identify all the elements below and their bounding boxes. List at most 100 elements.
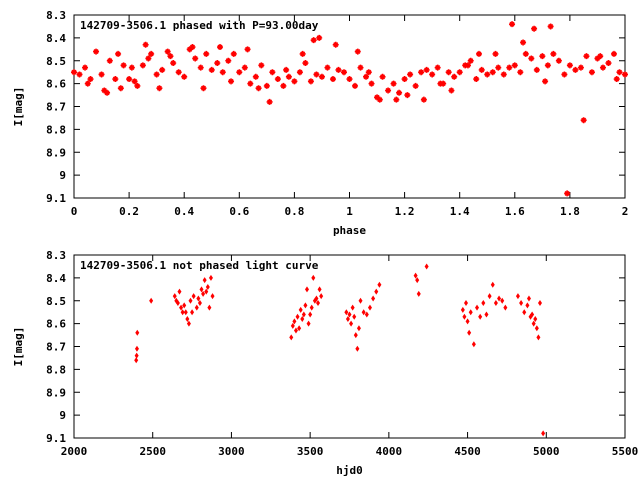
data-point bbox=[566, 62, 573, 69]
data-point bbox=[311, 274, 316, 281]
data-point bbox=[363, 73, 370, 80]
data-point bbox=[142, 41, 149, 48]
x-tick-label: 3500 bbox=[297, 445, 324, 458]
data-point bbox=[177, 288, 182, 295]
data-point bbox=[349, 320, 354, 327]
data-point bbox=[490, 281, 495, 288]
data-point bbox=[478, 66, 485, 73]
x-tick-label: 2500 bbox=[139, 445, 166, 458]
y-tick-label: 8.5 bbox=[46, 55, 66, 68]
data-point bbox=[183, 309, 188, 316]
plot-title: 142709-3506.1 phased with P=93.00day bbox=[80, 19, 319, 32]
data-point bbox=[495, 64, 502, 71]
data-point bbox=[258, 62, 265, 69]
data-point bbox=[368, 80, 375, 87]
y-tick-label: 8.4 bbox=[46, 272, 66, 285]
data-point bbox=[475, 304, 480, 311]
data-point bbox=[357, 64, 364, 71]
data-point bbox=[492, 50, 499, 57]
x-tick-label: 0.2 bbox=[119, 205, 139, 218]
data-point bbox=[106, 57, 113, 64]
data-point bbox=[301, 311, 306, 318]
data-point bbox=[332, 41, 339, 48]
data-point bbox=[407, 71, 414, 78]
data-point bbox=[509, 21, 516, 28]
data-point bbox=[473, 76, 480, 83]
data-point bbox=[285, 73, 292, 80]
data-point bbox=[236, 69, 243, 76]
data-point bbox=[179, 304, 184, 311]
unphased-light-curve-chart: 2000 2500 3000 3500 4000 4500 5000 5500 8.3 8.4 8.… bbox=[12, 249, 638, 477]
plot-frame bbox=[73, 254, 626, 439]
plot-title: 142709-3506.1 not phased light curve bbox=[80, 259, 319, 272]
data-point bbox=[181, 73, 188, 80]
data-point bbox=[550, 50, 557, 57]
data-point bbox=[217, 44, 224, 51]
data-point bbox=[374, 94, 381, 101]
axis-ticks: 2000 2500 3000 3500 4000 4500 5000 5500 8.3 8.4 8.… bbox=[46, 249, 638, 458]
x-tick-label: 1 bbox=[346, 205, 353, 218]
data-point bbox=[463, 300, 468, 307]
data-point bbox=[280, 82, 287, 89]
data-point bbox=[307, 78, 314, 85]
data-point bbox=[200, 85, 207, 92]
data-point bbox=[190, 309, 195, 316]
data-point bbox=[82, 64, 89, 71]
data-point bbox=[167, 53, 174, 60]
data-point bbox=[525, 302, 530, 309]
data-point bbox=[354, 48, 361, 55]
data-point bbox=[487, 293, 492, 300]
x-tick-label: 5500 bbox=[612, 445, 639, 458]
data-point bbox=[290, 322, 295, 329]
y-tick-label: 8.7 bbox=[46, 341, 66, 354]
data-point bbox=[316, 34, 323, 41]
data-point bbox=[605, 60, 612, 67]
data-point bbox=[515, 293, 520, 300]
data-point bbox=[594, 55, 601, 62]
y-axis-label: I[mag] bbox=[12, 87, 25, 127]
data-point bbox=[175, 69, 182, 76]
data-point bbox=[352, 313, 357, 320]
data-point bbox=[135, 329, 140, 336]
data-point bbox=[530, 311, 535, 318]
data-point bbox=[364, 311, 369, 318]
data-point bbox=[228, 78, 235, 85]
data-point bbox=[214, 60, 221, 67]
x-tick-label: 0.8 bbox=[284, 205, 304, 218]
data-point bbox=[520, 39, 527, 46]
data-point bbox=[293, 327, 298, 334]
data-point bbox=[156, 85, 163, 92]
axis-ticks: 0 0.2 0.4 0.6 0.8 1 1.2 1.4 1.6 1.8 2 8.3 8.4 8.5 8.6 8… bbox=[46, 9, 628, 218]
data-point bbox=[230, 50, 237, 57]
data-point bbox=[159, 66, 166, 73]
data-point bbox=[358, 297, 363, 304]
y-axis-label: I[mag] bbox=[12, 327, 25, 367]
data-point bbox=[298, 306, 303, 313]
plot-frame bbox=[73, 14, 626, 199]
data-point bbox=[539, 53, 546, 60]
data-point bbox=[104, 89, 111, 96]
data-point bbox=[199, 286, 204, 293]
data-point bbox=[148, 50, 155, 57]
x-tick-label: 4000 bbox=[376, 445, 403, 458]
data-point bbox=[506, 64, 513, 71]
x-tick-label: 2000 bbox=[61, 445, 88, 458]
data-point bbox=[374, 288, 379, 295]
data-point bbox=[500, 71, 507, 78]
data-point bbox=[555, 57, 562, 64]
data-point bbox=[219, 69, 226, 76]
data-point bbox=[208, 66, 215, 73]
y-tick-label: 8.4 bbox=[46, 32, 66, 45]
data-point bbox=[191, 293, 196, 300]
data-point bbox=[361, 309, 366, 316]
data-point bbox=[335, 66, 342, 73]
data-point bbox=[313, 71, 320, 78]
data-point bbox=[451, 73, 458, 80]
x-tick-label: 2 bbox=[622, 205, 629, 218]
data-point bbox=[464, 62, 471, 69]
data-point bbox=[456, 69, 463, 76]
y-tick-label: 8.9 bbox=[46, 146, 66, 159]
data-point bbox=[526, 295, 531, 302]
data-point bbox=[365, 69, 372, 76]
